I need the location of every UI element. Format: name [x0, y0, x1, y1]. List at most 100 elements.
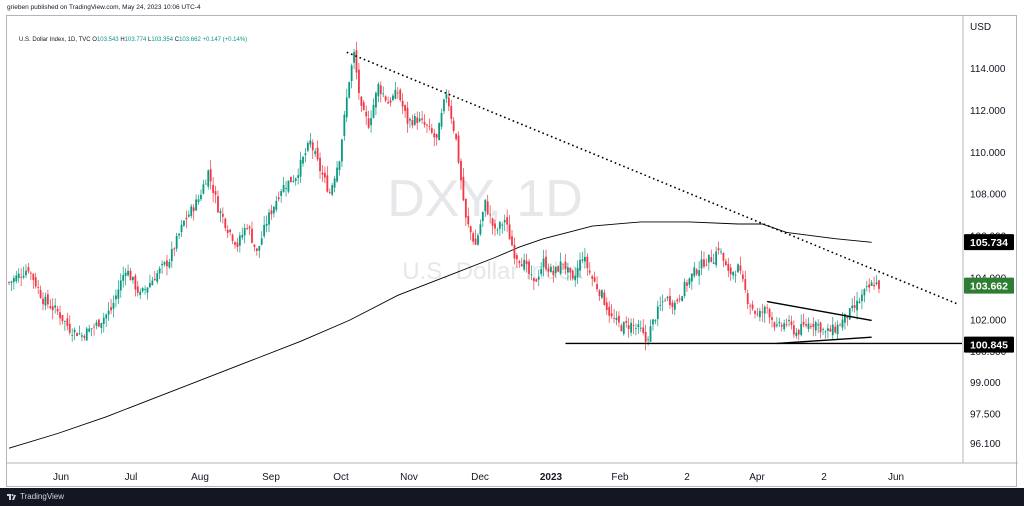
candle-body: [700, 259, 703, 269]
candle-body: [406, 107, 409, 124]
candle-body: [270, 210, 273, 215]
candle-body: [29, 272, 32, 274]
candle-body: [464, 198, 467, 218]
candle-body: [481, 212, 484, 222]
candle-body: [377, 83, 380, 97]
candle-body: [389, 100, 392, 103]
candle-body: [780, 324, 783, 327]
watermark-symbol: DXY, 1D: [387, 170, 583, 228]
candle-body: [433, 133, 436, 138]
candle-body: [34, 277, 37, 287]
candle-body: [423, 122, 426, 125]
candle-body: [479, 224, 482, 235]
candle-body: [25, 270, 27, 276]
candle-body: [438, 123, 441, 141]
candle-body: [664, 300, 666, 302]
candle-body: [710, 257, 713, 262]
candle-body: [443, 99, 445, 112]
candle-body: [819, 322, 822, 333]
candle-body: [51, 306, 54, 311]
candle-body: [666, 296, 669, 299]
candle-body: [608, 306, 611, 316]
candle-body: [834, 326, 837, 333]
candle-body: [375, 92, 377, 108]
x-tick-label: Jun: [53, 472, 69, 483]
candle-body: [161, 263, 163, 266]
candle-body: [285, 188, 287, 189]
candle-body: [567, 267, 569, 273]
wedge-upper-line[interactable]: [767, 300, 872, 322]
candle-body: [467, 216, 470, 225]
candle-body: [532, 277, 535, 282]
candle-body: [61, 315, 64, 322]
candle-body: [187, 214, 190, 217]
candle-body: [496, 229, 499, 231]
candle-body: [591, 276, 594, 279]
candle-body: [100, 322, 103, 329]
candle-body: [112, 302, 115, 309]
candle-body: [805, 324, 807, 326]
candle-body: [508, 224, 511, 240]
candle-body: [659, 305, 662, 306]
candle-body: [632, 325, 635, 326]
candle-body: [873, 284, 875, 287]
candle-body: [253, 244, 256, 248]
candle-body: [858, 301, 861, 303]
candle-body: [119, 280, 122, 291]
candle-body: [54, 305, 57, 308]
wedge-lower-line[interactable]: [776, 336, 872, 345]
candle-body: [839, 324, 841, 326]
candle-body: [185, 217, 188, 220]
candle-body: [865, 286, 868, 288]
candle-body: [170, 248, 173, 262]
candle-body: [238, 235, 241, 246]
chart-frame[interactable]: DXY, 1D U.S. Dollar Index 96.100 97.500 99.0…: [6, 15, 1018, 488]
candle-body: [302, 156, 304, 164]
candle-body: [8, 282, 10, 284]
candle-body: [836, 324, 839, 335]
candle-body: [574, 275, 577, 281]
candle-body: [430, 128, 433, 133]
candle-body: [243, 228, 246, 236]
candle-body: [151, 280, 154, 286]
symbol-legend: U.S. Dollar Index, 1D, TVC O103.543 H103…: [19, 37, 247, 43]
footer-brand[interactable]: TradingView: [20, 492, 65, 501]
candle-body: [579, 259, 581, 271]
candle-body: [365, 111, 368, 117]
candle-body: [272, 206, 275, 214]
candle-body: [678, 298, 681, 300]
candle-body: [647, 339, 649, 341]
candle-body: [110, 307, 112, 311]
candle-body: [712, 262, 715, 264]
candle-body: [234, 242, 236, 245]
candle-body: [652, 319, 654, 325]
candle-body: [688, 278, 691, 285]
candle-body: [744, 279, 747, 290]
candle-body: [853, 305, 856, 308]
candle-body: [20, 276, 23, 278]
candle-body: [195, 199, 198, 211]
price-chart[interactable]: DXY, 1DU.S. Dollar Index96.10097.50099.0…: [7, 16, 1018, 488]
candle-body: [348, 82, 351, 98]
candle-body: [605, 302, 608, 311]
candle-body: [875, 282, 878, 285]
candle-body: [73, 329, 76, 333]
candle-body: [306, 143, 309, 151]
candle-body: [10, 281, 13, 283]
candle-body: [166, 260, 168, 267]
candle-body: [627, 325, 630, 329]
candle-body: [221, 213, 224, 217]
candle-body: [282, 184, 285, 192]
candle-body: [644, 331, 647, 342]
candle-body: [822, 329, 824, 330]
candle-body: [328, 192, 331, 193]
candle-body: [690, 273, 693, 282]
candle-body: [297, 175, 300, 178]
candle-body: [557, 266, 560, 272]
candle-body: [202, 184, 205, 194]
candle-body: [127, 270, 129, 276]
price-badge-label: 103.662: [970, 281, 1008, 293]
candle-body: [435, 134, 438, 138]
candle-body: [878, 280, 880, 289]
y-tick-label: 110.000: [970, 148, 1006, 159]
